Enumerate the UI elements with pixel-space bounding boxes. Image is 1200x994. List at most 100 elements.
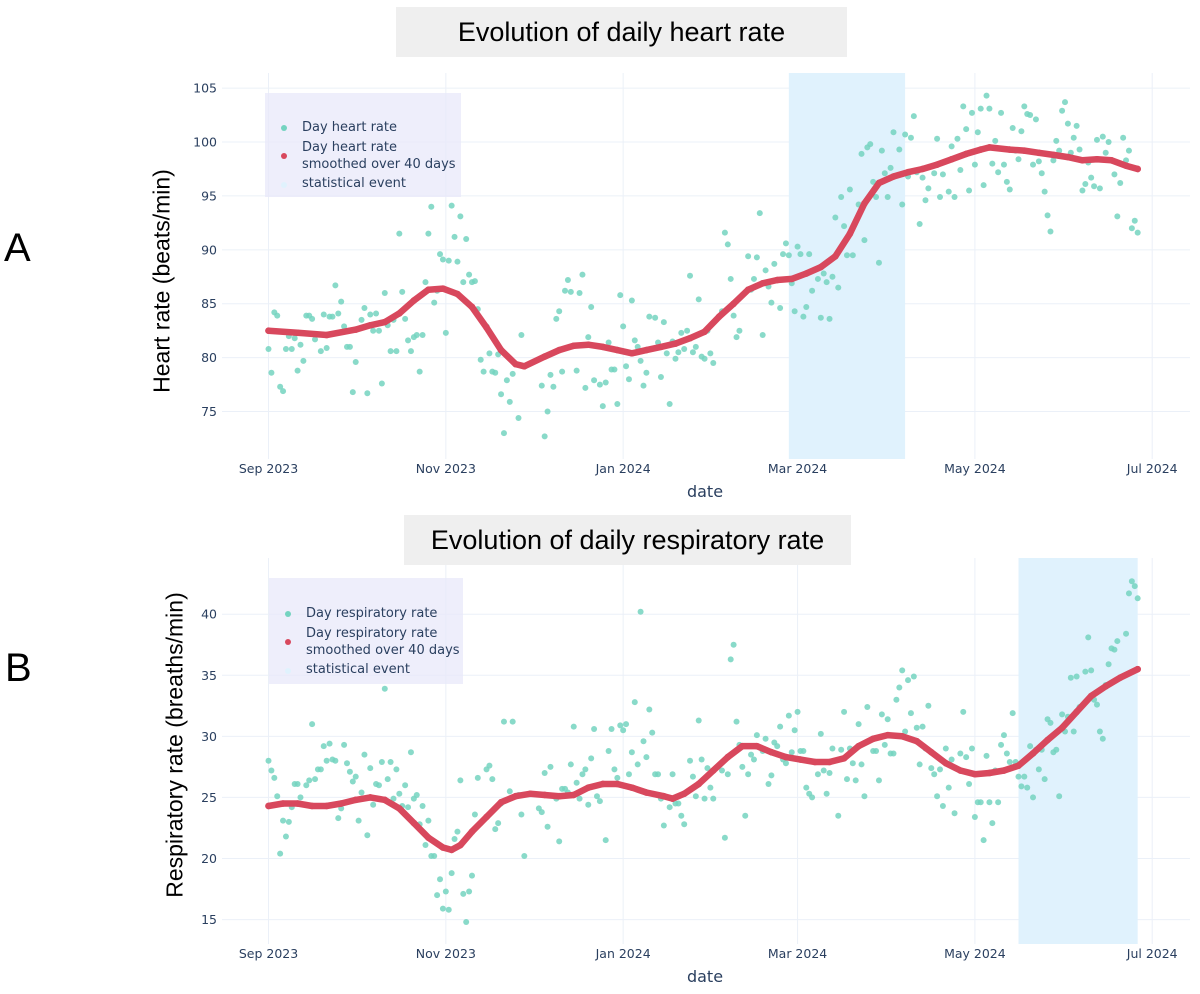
legend-item-smoothed[interactable]: Day respiratory rate smoothed over 40 da… — [306, 626, 460, 658]
data-point — [971, 161, 978, 168]
data-point — [387, 348, 394, 355]
data-point — [881, 741, 888, 748]
data-point — [1070, 134, 1077, 141]
legend-item-statistical-event[interactable]: statistical event — [306, 662, 410, 677]
data-point — [934, 793, 941, 800]
smoothed-point — [826, 758, 833, 766]
y-tick-label: 30 — [201, 729, 217, 744]
data-point — [454, 258, 461, 265]
data-point — [556, 838, 563, 845]
data-point — [1009, 124, 1016, 131]
data-point — [803, 784, 810, 791]
data-point — [687, 272, 694, 279]
data-point — [373, 310, 380, 317]
data-point — [663, 350, 670, 357]
data-point — [431, 853, 438, 860]
data-point — [666, 804, 673, 811]
data-point — [582, 766, 589, 773]
data-point — [910, 113, 917, 120]
data-point — [332, 282, 339, 289]
legend-item-statistical-event[interactable]: statistical event — [302, 176, 406, 191]
data-point — [733, 334, 740, 341]
y-tick-label: 20 — [201, 851, 217, 866]
smoothed-point — [1079, 157, 1086, 164]
data-point — [562, 287, 569, 294]
smoothed-point — [614, 346, 621, 354]
legend-item-smoothed[interactable]: Day heart rate smoothed over 40 days — [302, 140, 456, 172]
data-point — [890, 129, 897, 136]
data-point — [1125, 147, 1132, 154]
data-point — [280, 388, 287, 395]
data-point — [809, 794, 816, 801]
data-point — [268, 369, 275, 376]
smoothed-point — [1134, 165, 1141, 173]
x-tick-label: Nov 2023 — [416, 946, 476, 961]
data-point — [1044, 212, 1051, 219]
data-point — [861, 793, 868, 800]
data-point — [983, 92, 990, 99]
data-point — [1096, 185, 1103, 192]
smoothed-point — [439, 285, 447, 292]
data-point — [794, 243, 801, 250]
legend-item-day-heart-rate[interactable]: Day heart rate — [302, 120, 397, 135]
data-point — [750, 275, 757, 282]
data-point — [268, 767, 275, 774]
data-point — [922, 197, 929, 204]
y-tick-label: 85 — [201, 296, 217, 311]
data-point — [966, 187, 973, 194]
data-point — [841, 223, 848, 230]
data-point — [832, 214, 839, 221]
data-point — [1117, 179, 1124, 186]
smoothed-point — [410, 819, 418, 827]
data-point — [500, 430, 507, 437]
data-point — [550, 383, 557, 390]
smoothed-point — [497, 346, 505, 354]
data-point — [518, 332, 525, 339]
data-point — [620, 323, 627, 330]
data-point — [1053, 746, 1060, 753]
smoothed-point — [817, 263, 825, 271]
data-point — [1102, 149, 1109, 156]
data-point — [460, 279, 467, 286]
data-point — [960, 708, 967, 715]
smoothed-point — [797, 756, 804, 763]
data-point — [370, 327, 377, 334]
data-point — [660, 822, 667, 829]
smoothed-point — [599, 343, 607, 351]
smoothed-point — [788, 275, 796, 283]
smoothed-point — [753, 742, 761, 750]
data-point — [1027, 112, 1034, 119]
data-point — [364, 832, 371, 839]
data-point — [439, 905, 446, 912]
smoothed-point — [1093, 155, 1101, 163]
data-point — [814, 275, 821, 282]
data-point — [1096, 728, 1103, 735]
data-point — [945, 784, 952, 791]
data-point — [498, 391, 505, 398]
data-point — [1030, 794, 1037, 801]
data-point — [1053, 137, 1060, 144]
smoothed-point — [366, 322, 374, 329]
y-tick-label: 25 — [201, 790, 217, 805]
data-point — [390, 795, 397, 802]
data-point — [265, 346, 272, 353]
data-point — [506, 788, 513, 795]
data-point — [637, 357, 644, 364]
data-point — [817, 314, 824, 321]
data-point — [596, 381, 603, 388]
data-point — [463, 919, 470, 926]
data-point — [294, 367, 301, 374]
data-point — [910, 673, 917, 680]
data-point — [280, 817, 287, 824]
panel-label-a: A — [4, 226, 31, 270]
smoothed-point — [555, 792, 563, 800]
data-point — [689, 773, 696, 780]
data-point — [695, 717, 702, 724]
data-point — [939, 171, 946, 178]
data-point — [878, 711, 885, 718]
legend-item-day-respiratory-rate[interactable]: Day respiratory rate — [306, 606, 438, 621]
smoothed-point — [1000, 767, 1008, 774]
data-point — [326, 740, 333, 747]
data-point — [861, 237, 868, 244]
